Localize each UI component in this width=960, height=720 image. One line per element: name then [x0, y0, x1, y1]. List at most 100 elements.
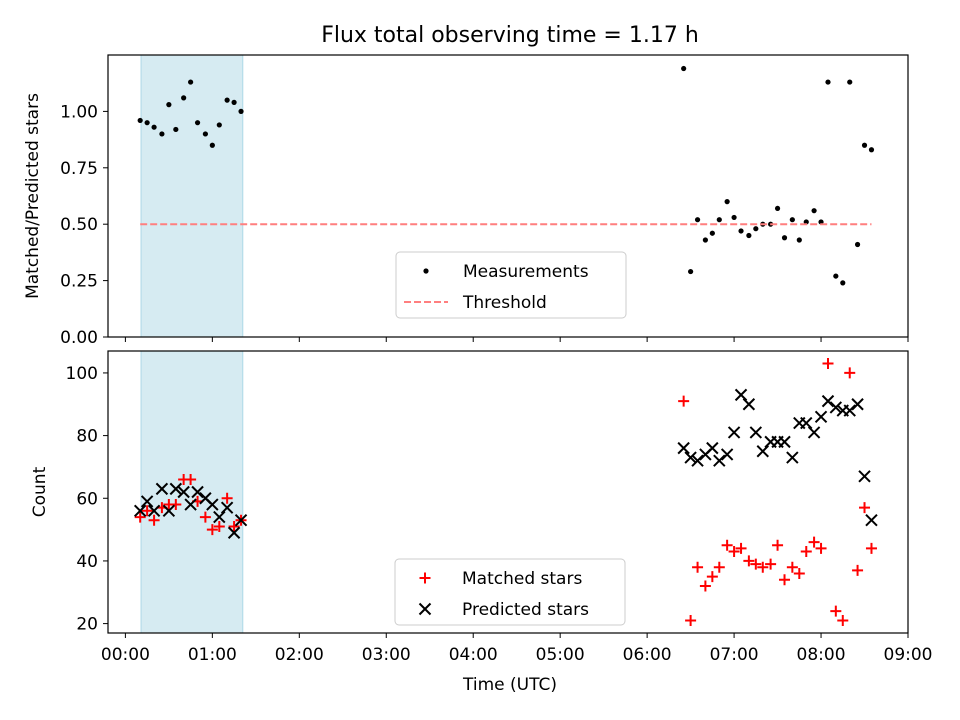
- matched-star-point: [685, 614, 697, 626]
- measurement-point: [694, 217, 701, 223]
- matched-star-point: [699, 580, 711, 592]
- predicted-star-point: [851, 398, 864, 411]
- matched-star-point: [213, 520, 225, 532]
- matched-star-point: [678, 395, 690, 407]
- measurement-point: [702, 237, 708, 243]
- top-panel-ratio: 0.00 0.25 0.50 0.75 1.00 Measurements Threshol…: [23, 54, 909, 348]
- predicted-star-point: [227, 526, 241, 539]
- bottom-y-axis-label: Count: [30, 466, 50, 517]
- predicted-star-point: [727, 426, 741, 439]
- matched-star-point: [750, 558, 762, 570]
- predicted-star-point: [684, 451, 697, 464]
- measurement-point: [868, 147, 875, 153]
- matched-star-point: [148, 514, 160, 526]
- predicted-star-point: [720, 448, 734, 461]
- matched-star-point: [713, 561, 725, 573]
- measurement-point: [746, 232, 752, 239]
- x-tick-label: 08:00: [797, 645, 846, 665]
- top-series-measurements: [137, 65, 875, 286]
- bottom-y-tick-label: 20: [76, 615, 98, 635]
- measurement-point: [753, 226, 759, 232]
- predicted-star-point: [133, 504, 147, 518]
- top-y-tick-label: 0.25: [60, 272, 98, 292]
- top-y-tick-label: 0.00: [60, 328, 98, 348]
- legend-label: Matched stars: [462, 569, 582, 589]
- x-axis-label: Time (UTC): [462, 675, 557, 695]
- predicted-star-point: [749, 426, 763, 439]
- predicted-star-point: [814, 410, 828, 424]
- measurement-point: [724, 199, 730, 205]
- measurement-point: [159, 131, 165, 137]
- matched-star-point: [772, 539, 784, 551]
- x-tick-label: 09:00: [884, 645, 933, 665]
- matched-star-point: [221, 492, 233, 504]
- legend-marker-measurements: [423, 268, 429, 274]
- matched-star-point: [859, 502, 871, 514]
- predicted-star-point: [756, 445, 769, 458]
- predicted-star-point: [858, 470, 871, 483]
- matched-star-point: [170, 499, 182, 511]
- predicted-star-point: [147, 504, 161, 518]
- measurement-point: [144, 120, 150, 126]
- measurement-point: [688, 268, 694, 275]
- top-axes-frame: [107, 54, 909, 338]
- bottom-observing-window-shade: [140, 350, 244, 634]
- predicted-star-point: [706, 441, 719, 455]
- predicted-star-point: [213, 510, 226, 524]
- measurement-point: [789, 217, 795, 223]
- x-tick-label: 05:00: [536, 645, 585, 665]
- predicted-star-point: [807, 426, 821, 439]
- bottom-y-tick-label: 80: [76, 427, 98, 447]
- predicted-star-point: [177, 485, 190, 499]
- predicted-star-point: [821, 394, 835, 408]
- measurement-point: [811, 208, 817, 214]
- predicted-star-point: [169, 482, 183, 496]
- matched-star-point: [793, 567, 805, 579]
- predicted-star-point: [829, 401, 843, 414]
- measurement-point: [796, 237, 802, 243]
- matched-star-point: [228, 520, 240, 532]
- legend-label: Threshold: [462, 293, 547, 313]
- predicted-star-point: [843, 404, 856, 417]
- matched-star-point: [830, 605, 842, 617]
- predicted-star-point: [155, 482, 169, 496]
- predicted-star-point: [191, 485, 204, 499]
- x-tick-label: 06:00: [623, 645, 672, 665]
- top-y-axis-label: Matched/Predicted stars: [23, 93, 43, 299]
- bottom-y-tick-label: 60: [76, 489, 98, 509]
- measurement-point: [709, 230, 715, 236]
- measurement-point: [840, 280, 846, 286]
- matched-star-point: [721, 539, 733, 551]
- matched-star-point: [837, 614, 849, 626]
- measurement-point: [224, 97, 230, 103]
- predicted-star-point: [800, 416, 813, 430]
- predicted-star-point: [234, 513, 248, 527]
- x-tick-label: 02:00: [275, 645, 324, 665]
- measurement-point: [238, 108, 244, 114]
- matched-star-point: [199, 511, 211, 523]
- bottom-axes-frame: [107, 350, 909, 634]
- bottom-y-tick-label: 40: [76, 552, 98, 572]
- top-legend-box: [395, 251, 627, 319]
- bottom-legend-box: [394, 558, 626, 626]
- predicted-star-point: [220, 501, 234, 514]
- predicted-star-point: [734, 388, 748, 402]
- measurement-point: [781, 235, 788, 241]
- measurement-point: [151, 124, 157, 130]
- matched-star-point: [206, 524, 218, 536]
- matched-star-point: [844, 367, 856, 379]
- measurement-point: [231, 99, 237, 105]
- predicted-star-point: [786, 451, 799, 464]
- predicted-star-point: [865, 513, 878, 527]
- predicted-star-point: [677, 441, 690, 455]
- x-tick-label: 04:00: [449, 645, 498, 665]
- measurement-point: [181, 95, 187, 101]
- legend-label: Predicted stars: [462, 600, 589, 620]
- predicted-star-point: [140, 495, 154, 508]
- measurement-point: [202, 131, 208, 137]
- matched-star-point: [706, 571, 718, 583]
- bottom-series-predicted-stars: [133, 388, 878, 539]
- measurement-point: [137, 117, 143, 124]
- x-tick-label: 03:00: [362, 645, 411, 665]
